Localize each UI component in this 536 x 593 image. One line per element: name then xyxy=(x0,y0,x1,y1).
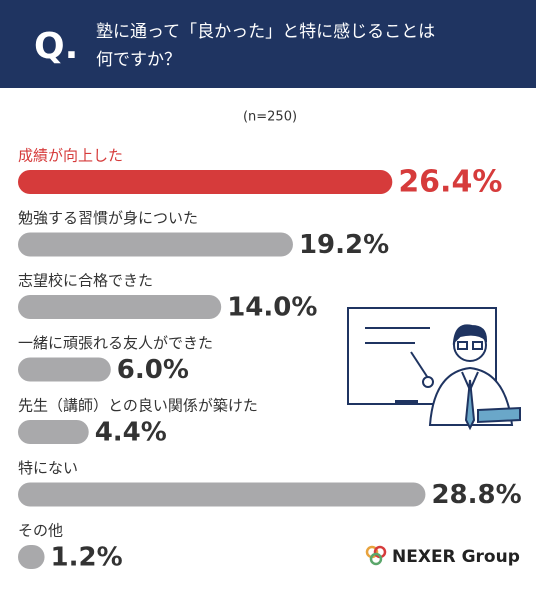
subtitle: (n=250) xyxy=(243,110,297,125)
bar xyxy=(18,545,45,569)
category-label: 一緒に頑張れる友人ができた xyxy=(18,334,213,352)
bar xyxy=(18,232,293,257)
teacher-illustration xyxy=(347,307,521,431)
value-label: 6.0% xyxy=(117,355,189,385)
bar xyxy=(18,482,426,507)
category-label: 勉強する習慣が身についた xyxy=(18,209,198,227)
logo: NEXER Group xyxy=(392,547,520,567)
header xyxy=(0,0,536,88)
value-label: 1.2% xyxy=(51,543,123,573)
chart-title: 何ですか？ xyxy=(96,50,181,70)
bar xyxy=(18,357,111,382)
bar xyxy=(18,170,393,194)
value-label: 28.8% xyxy=(431,480,521,510)
value-label: 4.4% xyxy=(95,418,167,448)
category-label: 特にない xyxy=(18,459,78,477)
bar xyxy=(18,420,89,444)
value-label: 26.4% xyxy=(398,165,502,200)
value-label: 19.2% xyxy=(299,230,389,260)
category-label: 志望校に合格できた xyxy=(18,272,153,290)
category-label: その他 xyxy=(18,522,63,540)
chart-title: 塾に通って「良かった」と特に感じることは xyxy=(96,21,435,42)
question-mark: Q. xyxy=(34,26,78,67)
category-label: 先生（講師）との良い関係が築けた xyxy=(18,397,258,415)
logo-icon xyxy=(365,545,387,566)
value-label: 14.0% xyxy=(227,293,317,323)
category-label: 成績が向上した xyxy=(18,147,123,165)
bar xyxy=(18,295,222,319)
